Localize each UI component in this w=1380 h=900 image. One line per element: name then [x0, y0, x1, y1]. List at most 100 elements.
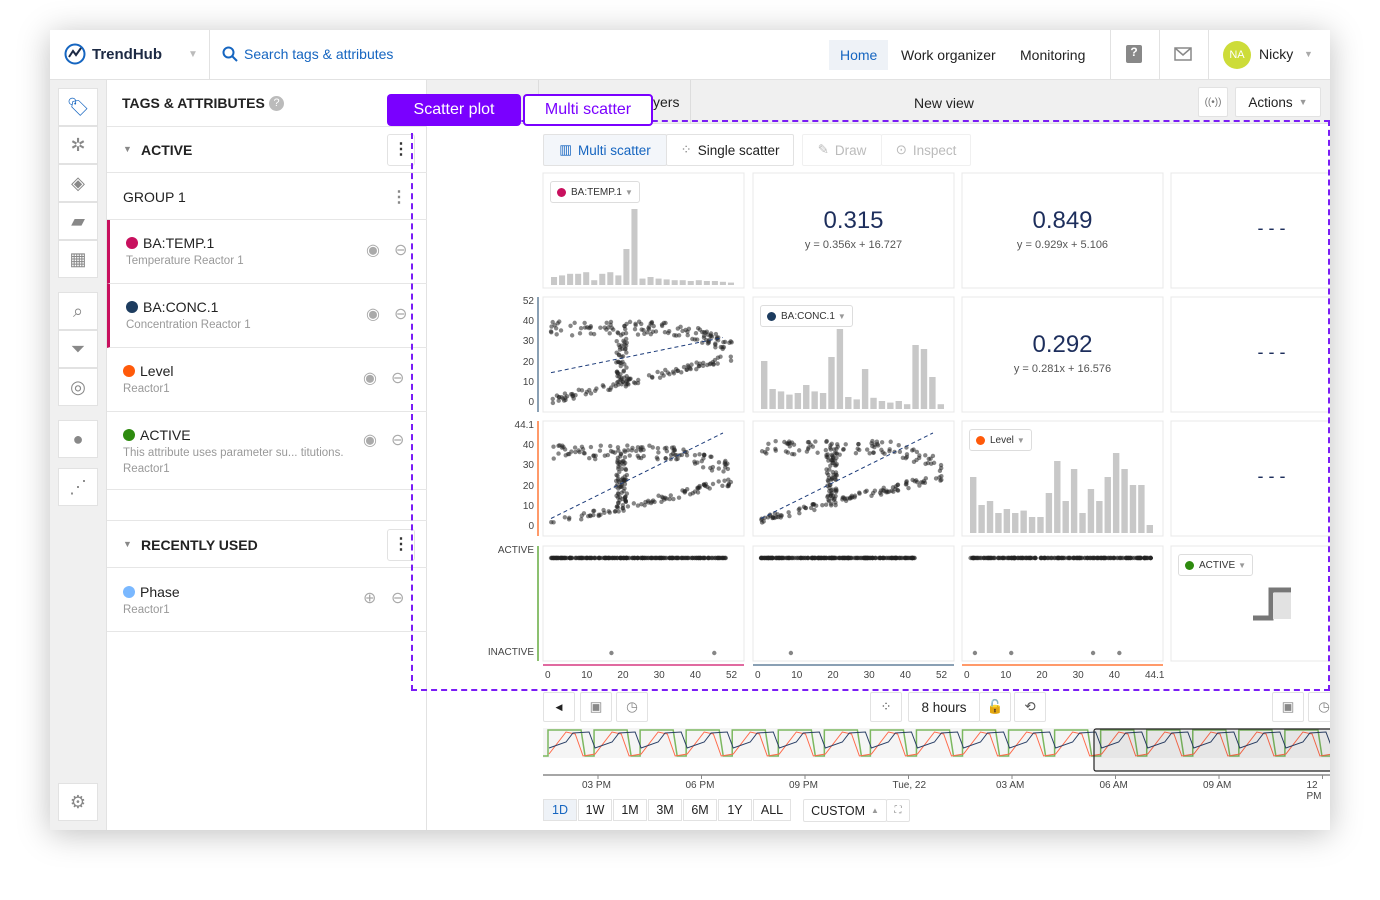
add-icon[interactable]: ⊕: [363, 590, 377, 607]
chevron-down-icon[interactable]: ▼: [188, 48, 198, 60]
remove-icon[interactable]: ⊖: [391, 590, 405, 607]
tag-icon[interactable]: 🏷: [58, 88, 98, 126]
actions-button[interactable]: Actions ▼: [1235, 87, 1321, 117]
scatter-point: [696, 555, 701, 561]
clock-icon[interactable]: ◷: [1308, 692, 1330, 722]
clock-icon[interactable]: ◷: [616, 692, 648, 722]
remove-icon[interactable]: ⊖: [394, 242, 408, 259]
tag-row-phase[interactable]: Phase Reactor1 ⊕ ⊖: [107, 568, 427, 632]
tag-row[interactable]: BA:CONC.1 Concentration Reactor 1 ◉ ⊖: [107, 284, 427, 348]
group-recently-used[interactable]: ▼ RECENTLY USED ⋮: [107, 520, 427, 568]
more-options-button[interactable]: ⋮: [387, 134, 415, 166]
inspect-button[interactable]: ⊙ Inspect: [881, 134, 971, 166]
comment-icon[interactable]: ▰: [58, 202, 98, 240]
lightbulb-icon[interactable]: ●: [58, 420, 98, 458]
scatter-point: [770, 515, 776, 520]
collapse-icon[interactable]: ✲: [58, 126, 98, 164]
tag-selector[interactable]: BA:TEMP.1 ▼: [550, 181, 640, 203]
draw-button[interactable]: ✎ Draw: [802, 134, 882, 166]
histogram-bar: [575, 273, 582, 285]
logo[interactable]: TrendHub ▼: [64, 43, 198, 65]
caret-down-icon[interactable]: ▼: [123, 144, 132, 154]
fingerprint-icon[interactable]: ◎: [58, 368, 98, 406]
prev-button[interactable]: ◀: [543, 692, 575, 722]
remove-icon[interactable]: ⊖: [391, 432, 405, 449]
range-3m[interactable]: 3M: [648, 799, 682, 821]
group-1[interactable]: GROUP 1 ⋮: [107, 173, 427, 220]
histogram-bar: [1096, 501, 1103, 533]
help-icon[interactable]: ?: [1126, 45, 1142, 63]
view-title[interactable]: New view: [914, 95, 974, 111]
dashboard-icon[interactable]: ▦: [58, 240, 98, 278]
scatter-point: [921, 478, 927, 484]
search-input[interactable]: Search tags & attributes: [222, 46, 393, 62]
eye-icon[interactable]: ◉: [363, 370, 377, 387]
lock-icon[interactable]: 🔓: [979, 692, 1011, 722]
range-6m[interactable]: 6M: [683, 799, 717, 821]
multi-scatter-button[interactable]: ▥ Multi scatter: [543, 134, 667, 166]
expand-icon[interactable]: ⛶: [886, 799, 910, 822]
calendar-icon[interactable]: ▣: [580, 692, 612, 722]
scatter-icon[interactable]: ⁘: [870, 692, 902, 722]
tag-row[interactable]: BA:TEMP.1 Temperature Reactor 1 ◉ ⊖: [107, 220, 427, 284]
histogram-bar: [631, 209, 638, 285]
range-1d[interactable]: 1D: [543, 799, 577, 821]
group-active[interactable]: ▼ ACTIVE ⋮: [107, 126, 427, 173]
history-icon[interactable]: ⟲: [1014, 692, 1046, 722]
tag-label: BA:CONC.1: [781, 310, 835, 322]
range-1y[interactable]: 1Y: [718, 799, 752, 821]
scatter-point: [587, 387, 592, 393]
chevron-down-icon[interactable]: ▼: [1304, 49, 1313, 59]
scatter-point: [805, 555, 811, 561]
histogram-bar: [607, 272, 614, 285]
user-name[interactable]: Nicky: [1259, 46, 1294, 62]
gear-icon[interactable]: ⚙: [58, 783, 98, 821]
range-all[interactable]: ALL: [753, 799, 791, 821]
tag-selector[interactable]: ACTIVE ▼: [1178, 554, 1254, 576]
scatter-point: [611, 382, 616, 387]
tab-partial[interactable]: yers: [653, 94, 680, 110]
histogram-step: [1253, 587, 1291, 621]
scatter-point: [573, 392, 578, 398]
tag-row[interactable]: ACTIVE This attribute uses parameter su..…: [107, 412, 427, 490]
tag-row[interactable]: Level Reactor1 ◉ ⊖: [107, 348, 427, 412]
scatter-point: [893, 555, 898, 561]
pattern-icon[interactable]: ⋰: [58, 468, 98, 506]
caret-down-icon[interactable]: ▼: [123, 539, 132, 549]
single-scatter-button[interactable]: ⁘ Single scatter: [666, 134, 794, 166]
remove-icon[interactable]: ⊖: [391, 370, 405, 387]
avatar[interactable]: NA: [1223, 41, 1251, 69]
timeline-overview[interactable]: [543, 728, 1330, 800]
scatter-point: [684, 449, 689, 455]
eye-icon[interactable]: ◉: [363, 432, 377, 449]
nav-work-organizer[interactable]: Work organizer: [901, 47, 996, 63]
selection-window[interactable]: [1093, 728, 1330, 772]
live-icon[interactable]: ((•)): [1198, 87, 1228, 117]
scatter-point: [684, 367, 689, 372]
x-tick-label: 20: [1036, 670, 1048, 681]
scatter-point: [584, 325, 590, 330]
mail-icon[interactable]: [1174, 47, 1192, 61]
range-1m[interactable]: 1M: [613, 799, 647, 821]
eye-icon[interactable]: ◉: [366, 306, 380, 323]
y-tick-label: 44.1: [514, 420, 534, 431]
more-options-icon[interactable]: ⋮: [391, 189, 407, 206]
range-1w[interactable]: 1W: [578, 799, 612, 821]
custom-range-button[interactable]: CUSTOM ▲: [803, 799, 887, 822]
remove-icon[interactable]: ⊖: [394, 306, 408, 323]
scatter-point: [847, 495, 853, 500]
help-icon[interactable]: ?: [269, 96, 284, 111]
search-icon[interactable]: ⌕: [58, 292, 98, 330]
filter-icon[interactable]: ⏷: [58, 330, 98, 368]
nav-home[interactable]: Home: [829, 40, 889, 70]
eye-icon[interactable]: ◉: [366, 242, 380, 259]
more-options-button[interactable]: ⋮: [387, 529, 415, 561]
calendar-icon[interactable]: ▣: [1272, 692, 1304, 722]
nav-monitoring[interactable]: Monitoring: [1020, 47, 1086, 63]
duration-selector[interactable]: 8 hours: [908, 692, 980, 722]
tag-selector[interactable]: Level ▼: [969, 429, 1032, 451]
tag-selector[interactable]: BA:CONC.1 ▼: [760, 305, 853, 327]
scatter-point: [705, 341, 711, 346]
layers-icon[interactable]: ◈: [58, 164, 98, 202]
scatter-point: [639, 321, 644, 327]
